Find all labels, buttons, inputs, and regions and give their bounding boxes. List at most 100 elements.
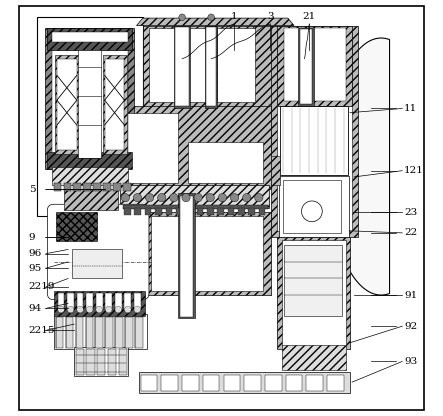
Text: 96: 96 xyxy=(29,249,42,258)
Bar xyxy=(45,27,134,168)
Bar xyxy=(115,293,121,310)
Bar xyxy=(277,25,352,106)
Circle shape xyxy=(208,14,214,21)
Bar xyxy=(124,293,131,310)
Bar xyxy=(86,293,93,310)
FancyBboxPatch shape xyxy=(47,204,149,300)
Bar xyxy=(54,291,145,316)
Bar xyxy=(259,208,265,215)
Bar xyxy=(151,216,263,291)
Bar xyxy=(147,212,271,295)
Circle shape xyxy=(134,306,140,313)
Circle shape xyxy=(170,193,178,202)
Bar xyxy=(218,208,224,215)
Bar xyxy=(179,196,193,317)
Circle shape xyxy=(86,306,93,313)
Bar xyxy=(72,250,122,278)
Bar xyxy=(277,237,350,349)
Bar xyxy=(74,347,128,376)
Bar xyxy=(123,205,268,209)
Text: 3: 3 xyxy=(267,12,274,21)
Bar xyxy=(145,208,152,215)
Circle shape xyxy=(179,14,186,21)
Bar xyxy=(120,113,178,183)
Bar xyxy=(74,183,81,191)
Circle shape xyxy=(230,193,239,202)
Bar xyxy=(86,349,95,375)
Bar xyxy=(56,212,97,241)
Bar xyxy=(178,193,194,318)
Bar xyxy=(197,208,203,215)
Bar xyxy=(271,156,280,185)
Text: 9: 9 xyxy=(29,233,35,242)
Text: 23: 23 xyxy=(404,208,417,217)
Bar xyxy=(176,208,183,215)
Bar xyxy=(282,345,346,370)
Bar xyxy=(83,183,91,191)
Bar xyxy=(115,317,123,348)
Bar xyxy=(277,32,352,231)
Text: 92: 92 xyxy=(404,322,417,331)
Text: 1: 1 xyxy=(231,12,237,21)
Bar xyxy=(97,349,105,375)
Bar xyxy=(85,317,93,348)
Text: 121: 121 xyxy=(404,166,424,175)
Bar xyxy=(206,27,216,106)
Bar xyxy=(282,240,346,346)
Bar xyxy=(279,176,349,237)
Bar xyxy=(207,208,214,215)
Bar xyxy=(140,375,157,391)
Circle shape xyxy=(77,306,83,313)
Bar xyxy=(188,142,263,183)
Circle shape xyxy=(145,193,154,202)
Circle shape xyxy=(58,306,64,313)
Bar xyxy=(286,375,303,391)
Bar xyxy=(63,183,71,191)
Bar xyxy=(228,208,234,215)
Bar xyxy=(205,25,218,109)
Bar xyxy=(139,372,350,393)
Bar xyxy=(300,29,312,104)
Bar xyxy=(102,54,128,154)
Bar xyxy=(120,185,269,208)
Bar xyxy=(124,208,131,215)
Bar xyxy=(224,375,240,391)
Bar xyxy=(56,317,63,348)
Bar xyxy=(265,375,282,391)
Bar xyxy=(64,189,118,210)
Bar xyxy=(125,317,133,348)
Bar xyxy=(95,317,103,348)
Polygon shape xyxy=(327,38,389,295)
Bar xyxy=(149,27,215,102)
Bar xyxy=(283,180,341,233)
Bar xyxy=(54,183,61,191)
Bar xyxy=(77,293,83,310)
Bar xyxy=(93,183,101,191)
Circle shape xyxy=(194,193,202,202)
Bar xyxy=(51,36,128,160)
Bar xyxy=(186,208,193,215)
Text: 93: 93 xyxy=(404,357,417,366)
Text: 95: 95 xyxy=(29,264,42,272)
Text: 94: 94 xyxy=(29,304,42,313)
Bar xyxy=(249,208,255,215)
Bar xyxy=(66,317,73,348)
Bar xyxy=(119,349,127,375)
Bar xyxy=(143,25,259,109)
Text: 21: 21 xyxy=(303,12,316,21)
Bar xyxy=(155,208,162,215)
Circle shape xyxy=(206,193,214,202)
Text: 91: 91 xyxy=(404,290,417,300)
Bar xyxy=(58,293,64,310)
Circle shape xyxy=(121,193,129,202)
Bar xyxy=(284,28,346,101)
Circle shape xyxy=(242,193,251,202)
Bar xyxy=(182,375,199,391)
Bar xyxy=(307,375,323,391)
Bar xyxy=(103,183,111,191)
Circle shape xyxy=(67,306,74,313)
Bar xyxy=(238,208,245,215)
Bar xyxy=(67,293,74,310)
Bar xyxy=(51,166,128,185)
Circle shape xyxy=(124,306,131,313)
